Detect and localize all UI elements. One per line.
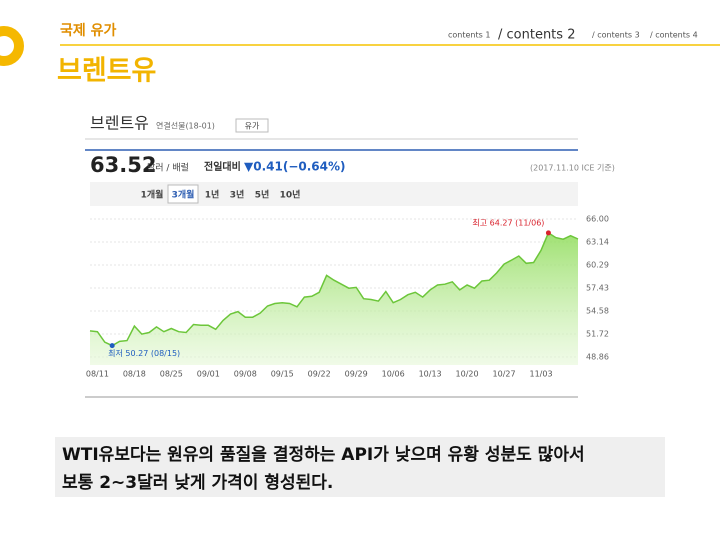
nav-item[interactable]: / contents 4	[650, 31, 698, 40]
nav-item[interactable]: / contents 3	[592, 31, 640, 40]
body-text: WTI유보다는 원유의 품질을 결정하는 API가 낮으며 유황 성분도 많아서	[62, 444, 585, 465]
chart-title: 브렌트유	[90, 114, 149, 133]
x-tick-label: 09/22	[308, 370, 331, 379]
change: ▼0.41(−0.64%)	[244, 160, 346, 174]
body-box	[55, 437, 665, 497]
min-annotation: 최저 50.27 (08/15)	[108, 348, 180, 358]
tab-active[interactable]	[167, 184, 199, 204]
x-tick-label: 10/20	[456, 370, 479, 379]
y-tick-label: 66.00	[586, 215, 609, 224]
x-tick-label: 09/08	[234, 370, 257, 379]
line	[89, 231, 579, 347]
tab[interactable]: 3년	[230, 189, 245, 201]
y-tick-label: 48.86	[586, 353, 609, 362]
max-annotation: 최고 64.27 (11/06)	[472, 217, 544, 227]
price-unit: 달러 / 배럴	[147, 162, 189, 174]
x-tick-label: 10/13	[419, 370, 442, 379]
source: (2017.11.10 ICE 기준)	[530, 164, 615, 173]
tab[interactable]: 1년	[205, 189, 220, 201]
max-dot	[545, 230, 551, 236]
x-tick-label: 08/25	[160, 370, 183, 379]
tab[interactable]: 3개월	[172, 189, 195, 201]
x-tick-label: 09/29	[345, 370, 368, 379]
x-tick-label: 10/06	[382, 370, 405, 379]
x-tick-label: 10/27	[493, 370, 516, 379]
min-dot	[109, 343, 115, 349]
button[interactable]	[235, 118, 269, 133]
tab[interactable]: 1개월	[141, 189, 164, 201]
chart-panel: 브렌트유 연결선물(18-01) 유가 63.52 달러 / 배럴 전일대비 ▼…	[85, 114, 615, 398]
change-label: 전일대비	[204, 160, 241, 173]
body-text: 보통 2~3달러 낮게 가격이 형성된다.	[62, 472, 333, 493]
nav-item[interactable]: / contents 2	[498, 28, 575, 43]
section-label: 국제 유가	[60, 23, 117, 39]
x-tick-label: 08/18	[123, 370, 146, 379]
x-tick-label: 11/03	[529, 370, 552, 379]
area	[90, 232, 578, 365]
y-tick-label: 60.29	[586, 260, 609, 269]
tab[interactable]: 5년	[255, 189, 270, 201]
y-tick-label: 63.14	[586, 238, 609, 247]
y-tick-label: 57.43	[586, 284, 609, 293]
y-tick-label: 51.72	[586, 329, 609, 338]
tab[interactable]: 10년	[280, 189, 301, 201]
y-tick-label: 54.58	[586, 306, 609, 315]
logo	[0, 26, 24, 66]
x-tick-label: 09/01	[197, 370, 220, 379]
nav: contents 1 / contents 2 / contents 3 / cont…	[448, 28, 698, 43]
button-label[interactable]: 유가	[245, 122, 260, 131]
page-title: 브렌트유	[57, 56, 156, 87]
nav-item[interactable]: contents 1	[448, 31, 490, 40]
chart-subtitle: 연결선물(18-01)	[156, 121, 215, 131]
price: 63.52	[90, 153, 156, 177]
x-tick-label: 09/15	[271, 370, 294, 379]
x-tick-label: 08/11	[86, 370, 109, 379]
tabs: 1개월 3개월 1년 3년 5년 10년	[141, 184, 301, 204]
